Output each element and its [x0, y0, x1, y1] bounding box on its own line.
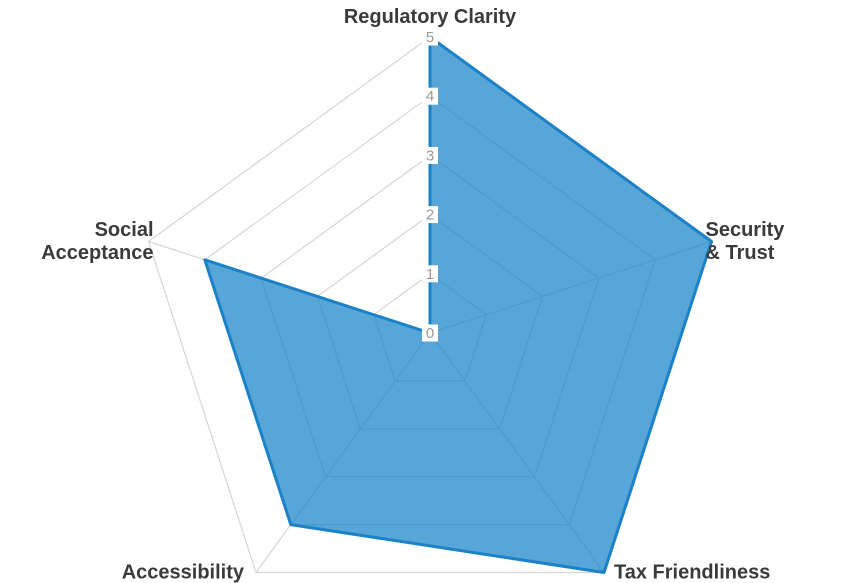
- tick-backdrop: [422, 206, 438, 224]
- axis-label: & Trust: [706, 242, 775, 264]
- axis-label: Regulatory Clarity: [344, 6, 517, 28]
- tick-backdrop: [422, 324, 438, 342]
- tick-label: 5: [426, 29, 434, 46]
- axis-label: Acceptance: [41, 242, 153, 264]
- tick-backdrop: [422, 87, 438, 105]
- tick-backdrop: [422, 265, 438, 283]
- axis-label: Security: [706, 219, 786, 241]
- tick-label: 3: [426, 147, 434, 164]
- tick-backdrop: [422, 28, 438, 46]
- axis-label: Social: [95, 219, 154, 241]
- tick-backdrop: [422, 146, 438, 164]
- data-polygon: [203, 35, 713, 574]
- axis-label: Accessibility: [122, 562, 245, 583]
- axis-label: Tax Friendliness: [614, 562, 770, 583]
- tick-label: 2: [426, 207, 434, 224]
- tick-label: 0: [426, 325, 434, 342]
- tick-label: 1: [426, 266, 434, 283]
- tick-label: 4: [426, 88, 434, 105]
